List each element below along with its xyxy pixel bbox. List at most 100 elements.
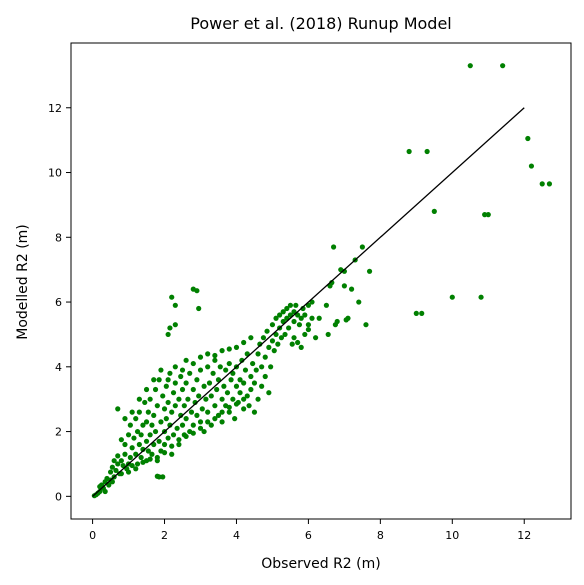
data-point: [237, 377, 243, 383]
data-point: [305, 326, 312, 333]
data-point: [143, 386, 150, 393]
data-point: [332, 322, 338, 328]
data-point: [122, 451, 128, 457]
y-tick-label: 12: [48, 102, 62, 115]
data-point: [158, 419, 164, 425]
data-point: [248, 386, 254, 393]
data-point: [190, 430, 196, 436]
data-point: [176, 441, 182, 448]
data-point: [251, 380, 258, 386]
data-point: [206, 380, 213, 386]
data-point: [233, 344, 240, 350]
data-point: [289, 341, 295, 347]
data-point: [127, 422, 133, 428]
data-point: [233, 401, 240, 407]
x-tick-label: 8: [377, 529, 384, 542]
data-point: [136, 441, 142, 448]
data-point: [424, 148, 430, 155]
data-point: [406, 148, 412, 155]
data-point: [298, 344, 304, 350]
data-point: [143, 419, 150, 425]
data-point: [217, 364, 223, 370]
data-point: [208, 422, 214, 428]
data-point: [214, 386, 220, 393]
data-point: [147, 432, 153, 438]
data-point: [149, 451, 155, 457]
data-point: [282, 331, 288, 338]
data-point: [142, 399, 148, 406]
data-point: [528, 163, 535, 169]
data-point: [145, 448, 151, 454]
data-point: [356, 299, 362, 305]
data-point: [194, 377, 200, 383]
data-point: [366, 268, 373, 274]
data-point: [286, 325, 292, 331]
data-point: [242, 367, 249, 373]
data-point: [170, 390, 177, 396]
data-point: [268, 364, 274, 370]
data-point: [431, 208, 437, 214]
data-point: [284, 305, 290, 312]
data-point: [287, 302, 294, 308]
data-point: [219, 348, 225, 354]
data-point: [151, 377, 157, 383]
data-point: [133, 466, 139, 472]
data-point: [163, 416, 169, 422]
data-point: [160, 474, 166, 480]
data-point: [341, 283, 347, 289]
data-point: [185, 396, 191, 402]
data-point: [165, 377, 171, 383]
data-point: [467, 63, 473, 69]
data-point: [212, 357, 218, 363]
data-point: [226, 409, 232, 415]
data-point: [325, 331, 331, 338]
data-point: [309, 315, 315, 321]
data-point: [525, 135, 531, 142]
data-point: [134, 428, 141, 435]
data-point: [293, 302, 299, 308]
data-point: [500, 63, 506, 69]
data-point: [125, 432, 132, 438]
data-point: [188, 409, 195, 415]
data-point: [226, 360, 232, 367]
data-point: [271, 348, 277, 354]
data-point: [197, 425, 204, 431]
data-point: [161, 406, 168, 412]
data-point: [172, 380, 178, 386]
axes-frame: [70, 42, 572, 520]
data-point: [250, 360, 256, 367]
x-tick-label: 10: [445, 529, 459, 542]
data-point: [212, 403, 218, 409]
data-point: [485, 212, 491, 218]
y-tick-label: 10: [48, 167, 62, 180]
data-point: [201, 383, 207, 389]
y-tick-label: 8: [55, 231, 62, 244]
data-point: [111, 458, 117, 464]
data-point: [172, 364, 178, 370]
y-tick-label: 0: [55, 490, 62, 503]
data-point: [154, 403, 160, 409]
data-point: [205, 364, 211, 370]
data-point: [129, 445, 135, 451]
data-point: [156, 377, 162, 383]
data-point: [152, 428, 159, 435]
data-point: [174, 425, 180, 431]
data-point: [228, 377, 234, 383]
data-point: [167, 370, 173, 376]
data-point: [302, 331, 308, 338]
data-point: [196, 305, 202, 312]
data-point: [156, 438, 162, 444]
data-point: [197, 354, 204, 360]
data-point: [140, 422, 146, 428]
data-point: [359, 244, 365, 250]
data-point: [221, 383, 227, 389]
data-point: [115, 453, 121, 459]
data-point: [129, 409, 135, 415]
data-point: [115, 406, 121, 412]
data-point: [205, 351, 211, 357]
data-point: [107, 469, 114, 475]
data-point: [118, 437, 124, 443]
data-point: [161, 441, 168, 448]
data-point: [138, 432, 144, 438]
data-point: [102, 488, 108, 495]
